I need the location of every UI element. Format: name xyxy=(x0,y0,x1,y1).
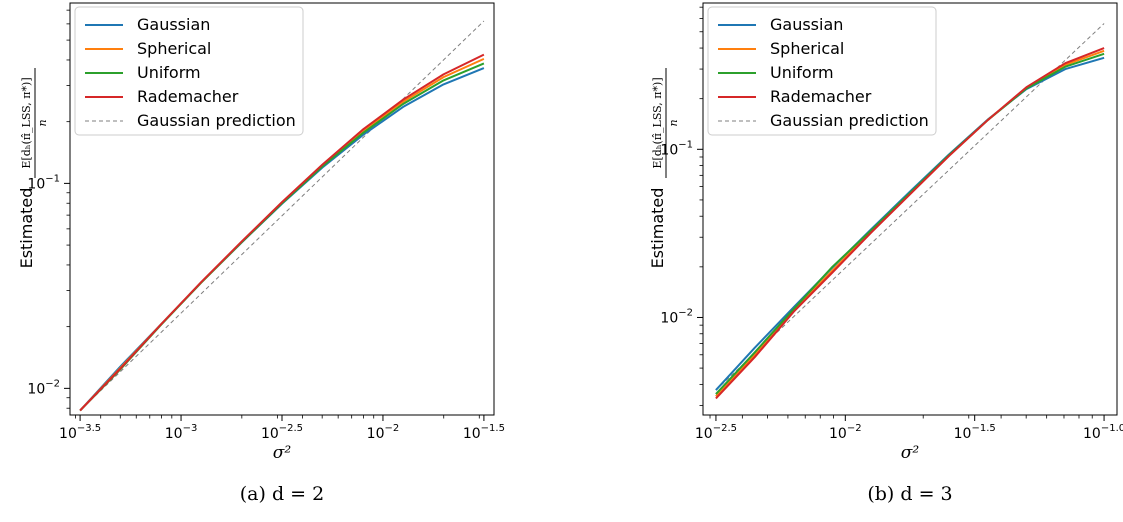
x-tick-label: 10−1.5 xyxy=(954,423,996,442)
legend-entry: Gaussian xyxy=(770,15,843,34)
y-axis-label-denominator: n xyxy=(36,119,49,126)
y-tick-label: 10−1 xyxy=(27,173,60,192)
x-tick-label: 10−2.5 xyxy=(695,423,737,442)
x-tick-label: 10−2 xyxy=(367,423,400,442)
legend-entry: Uniform xyxy=(770,63,834,82)
x-tick-label: 10−3 xyxy=(165,423,198,442)
y-axis-label-numerator: E[dₕ(π̂_LSS, π*)] xyxy=(20,77,33,168)
x-tick-label: 10−2.5 xyxy=(261,423,303,442)
y-tick-label: 10−2 xyxy=(660,307,693,326)
legend-entry: Gaussian prediction xyxy=(770,111,929,130)
legend: Gaussian Spherical Uniform Rademacher Gaussi… xyxy=(707,6,937,136)
series-line-gaussian-prediction xyxy=(715,23,1105,391)
legend: Gaussian Spherical Uniform Rademacher Gaussi… xyxy=(74,6,304,136)
y-axis-label-text: Estimated xyxy=(648,188,667,269)
x-axis-label: σ² xyxy=(901,443,920,463)
panel-caption: (a) d = 2 xyxy=(240,483,324,505)
y-axis-label-numerator: E[dₕ(π̂_LSS, π*)] xyxy=(651,77,664,168)
plot-frame xyxy=(702,2,1118,416)
legend-entry: Spherical xyxy=(770,39,844,58)
series-layer xyxy=(715,23,1105,400)
legend-entry: Rademacher xyxy=(770,87,872,106)
x-tick-label: 10−1.5 xyxy=(463,423,505,442)
series-line-gaussian-prediction xyxy=(79,20,485,411)
y-axis-label: Estimated E[dₕ(π̂_LSS, π*)] n xyxy=(17,68,49,268)
y-axis-label-text: Estimated xyxy=(17,188,36,269)
panel-caption: (b) d = 3 xyxy=(867,483,952,505)
legend-entry: Uniform xyxy=(137,63,201,82)
y-tick-label: 10−2 xyxy=(27,378,60,397)
x-tick-label: 10−2 xyxy=(829,423,862,442)
legend-entry: Gaussian prediction xyxy=(137,111,296,130)
chart-panel-2: 10−2.5 10−2 10−1.5 10−1.0 10−2 10−1 Gaussian Sp… xyxy=(648,2,1123,505)
chart-panel-1: 10−3.5 10−3 10−2.5 10−2 10−1.5 10−2 10−1 Gaussi… xyxy=(17,2,505,505)
x-tick-label: 10−3.5 xyxy=(59,423,101,442)
legend-entry: Spherical xyxy=(137,39,211,58)
series-layer xyxy=(79,20,485,412)
series-line-rademacher xyxy=(79,53,485,412)
legend-entry: Gaussian xyxy=(137,15,210,34)
legend-entry: Rademacher xyxy=(137,87,239,106)
x-axis-label: σ² xyxy=(273,443,292,463)
y-axis-label: Estimated E[dₕ(π̂_LSS, π*)] n xyxy=(648,68,680,268)
series-line-gaussian xyxy=(715,56,1105,391)
legend-box xyxy=(707,6,937,136)
series-line-rademacher xyxy=(715,47,1105,400)
legend-box xyxy=(74,6,304,136)
x-tick-label: 10−1.0 xyxy=(1083,423,1123,442)
y-axis-label-denominator: n xyxy=(667,119,680,126)
y-tick-label: 10−1 xyxy=(660,139,693,158)
